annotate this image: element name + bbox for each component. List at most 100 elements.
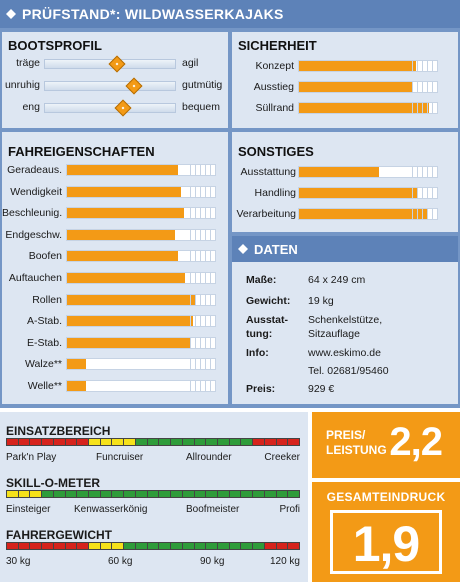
- rating-bar-fill: [67, 186, 181, 197]
- daten-value[interactable]: Tel. 02681/95460: [308, 365, 389, 377]
- scale-segment: [30, 491, 42, 497]
- rating-bar: [66, 336, 216, 349]
- tick: [417, 103, 422, 113]
- rating-bar-fill: [67, 165, 178, 175]
- scale-segment: [159, 543, 171, 549]
- scale-label: 90 kg: [200, 556, 225, 567]
- rating-bar-ticks: [412, 188, 437, 198]
- fahrergewicht-title: FAHRERGEWICHT: [6, 528, 112, 542]
- tick: [412, 103, 417, 113]
- scale-segment: [100, 491, 112, 497]
- tick: [205, 186, 210, 197]
- rating-label: Endgeschw.: [5, 228, 62, 241]
- scale-segment: [100, 439, 112, 445]
- scale-segment: [241, 439, 253, 445]
- rating-bar-fill: [299, 61, 417, 71]
- header-bar: PRÜFSTAND*: WILDWASSERKAJAKS: [0, 0, 460, 28]
- rating-label: Konzept: [255, 60, 294, 72]
- tick: [195, 337, 200, 348]
- scale-segment: [18, 491, 30, 497]
- scale-segment: [229, 439, 241, 445]
- bottom-divider: [0, 408, 460, 412]
- tick: [412, 82, 417, 92]
- scale-segment: [135, 439, 147, 445]
- rating-bar-ticks: [412, 61, 437, 71]
- rating-bar: [298, 166, 438, 178]
- tick: [412, 209, 417, 219]
- rating-bar-ticks: [190, 316, 215, 327]
- scale-segment: [30, 439, 42, 445]
- daten-value: Schenkelstütze, Sitzauflage: [308, 314, 383, 340]
- rating-bar-ticks: [412, 209, 437, 219]
- daten-value[interactable]: www.eskimo.de: [308, 347, 381, 359]
- tick: [417, 209, 422, 219]
- tick: [195, 359, 200, 370]
- daten-key: Info:: [246, 347, 269, 359]
- gesamteindruck-value: 1,9: [352, 516, 421, 572]
- rating-bar-fill: [299, 103, 429, 113]
- tick: [432, 82, 437, 92]
- rating-bar-ticks: [412, 103, 437, 113]
- rating-bar-fill: [67, 337, 190, 348]
- daten-header: DATEN: [232, 236, 458, 262]
- scale-segment: [7, 491, 18, 497]
- daten-key: Maße:: [246, 274, 277, 286]
- skillometer-scale: [6, 490, 300, 498]
- slider-right-label: agil: [182, 57, 199, 69]
- tick: [205, 294, 210, 305]
- tick: [210, 381, 215, 391]
- scale-segment: [264, 491, 276, 497]
- rating-bar-fill: [67, 359, 87, 370]
- scale-segment: [171, 491, 182, 497]
- rating-label: Rollen: [32, 293, 62, 306]
- scale-segment: [112, 543, 124, 549]
- rating-bar-fill: [67, 316, 193, 327]
- rating-bar-ticks: [190, 294, 215, 305]
- tick: [195, 316, 200, 327]
- tick: [200, 208, 205, 219]
- scale-segment: [241, 491, 253, 497]
- tick: [417, 167, 422, 177]
- tick: [205, 316, 210, 327]
- tick: [210, 165, 215, 175]
- diamond-bullet-icon: [0, 0, 22, 28]
- tick: [412, 188, 417, 198]
- tick: [427, 188, 432, 198]
- scale-segment: [147, 491, 159, 497]
- rating-bar: [66, 228, 216, 241]
- tick: [432, 103, 437, 113]
- tick: [210, 294, 215, 305]
- rating-bar: [298, 102, 438, 114]
- tick: [432, 209, 437, 219]
- rating-label: Boofen: [28, 250, 62, 263]
- scale-segment: [18, 543, 30, 549]
- rating-bar: [66, 358, 216, 371]
- tick: [417, 82, 422, 92]
- scale-segment: [77, 491, 89, 497]
- rating-label: Ausstattung: [240, 166, 296, 178]
- rating-bar-ticks: [190, 381, 215, 391]
- tick: [210, 273, 215, 283]
- rating-label: A-Stab.: [26, 315, 62, 328]
- tick: [205, 208, 210, 219]
- preis-leistung-value: 2,2: [389, 420, 443, 464]
- gesamteindruck-box: GESAMTEINDRUCK 1,9: [312, 482, 460, 582]
- rating-label: Welle**: [27, 380, 62, 392]
- scale-label: Profi: [279, 504, 300, 515]
- scale-segment: [65, 439, 77, 445]
- rating-bar-fill: [67, 273, 186, 283]
- daten-value: 929 €: [308, 383, 335, 395]
- rating-bar: [298, 208, 438, 220]
- rating-bar-fill: [67, 251, 178, 262]
- tick: [200, 294, 205, 305]
- slider-right-label: gutmütig: [182, 79, 223, 91]
- scale-label: 120 kg: [269, 556, 300, 567]
- tick: [190, 294, 195, 305]
- scale-segment: [53, 543, 65, 549]
- scale-segment: [65, 491, 77, 497]
- score-divider: [312, 478, 460, 482]
- scale-segment: [147, 543, 159, 549]
- slider-left-label: eng: [22, 101, 40, 113]
- scale-segment: [217, 439, 229, 445]
- tick: [200, 186, 205, 197]
